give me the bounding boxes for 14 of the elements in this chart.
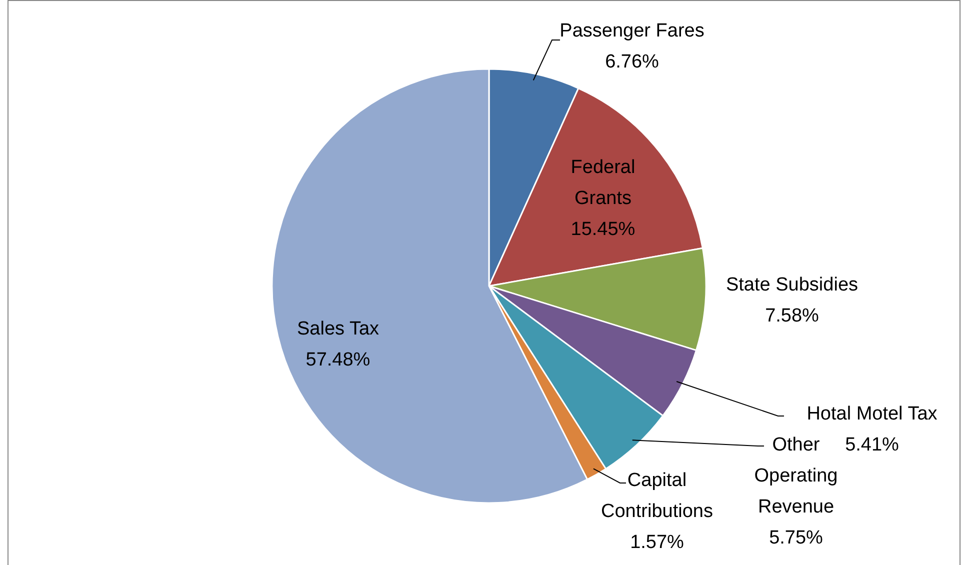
data-label: 6.76% xyxy=(605,52,660,72)
slice-label: Hotal Motel Tax xyxy=(806,404,938,424)
slice-label: Passenger Fares xyxy=(560,20,704,42)
slice-label: Other Operating Revenue xyxy=(754,434,838,518)
data-label: 5.41% xyxy=(845,434,900,456)
data-label: 1.57% xyxy=(630,532,684,553)
data-label: 7.58% xyxy=(765,306,820,326)
data-label: 15.45% xyxy=(570,219,636,240)
data-label: 5.75% xyxy=(769,528,824,548)
slice-label: State Subsidies xyxy=(726,274,858,296)
data-label: 57.48% xyxy=(306,350,370,370)
slice-label: Sales Tax xyxy=(296,318,380,340)
slice-label: Federal Grants xyxy=(570,157,636,209)
slice-label: Capital Contributions xyxy=(601,470,713,522)
